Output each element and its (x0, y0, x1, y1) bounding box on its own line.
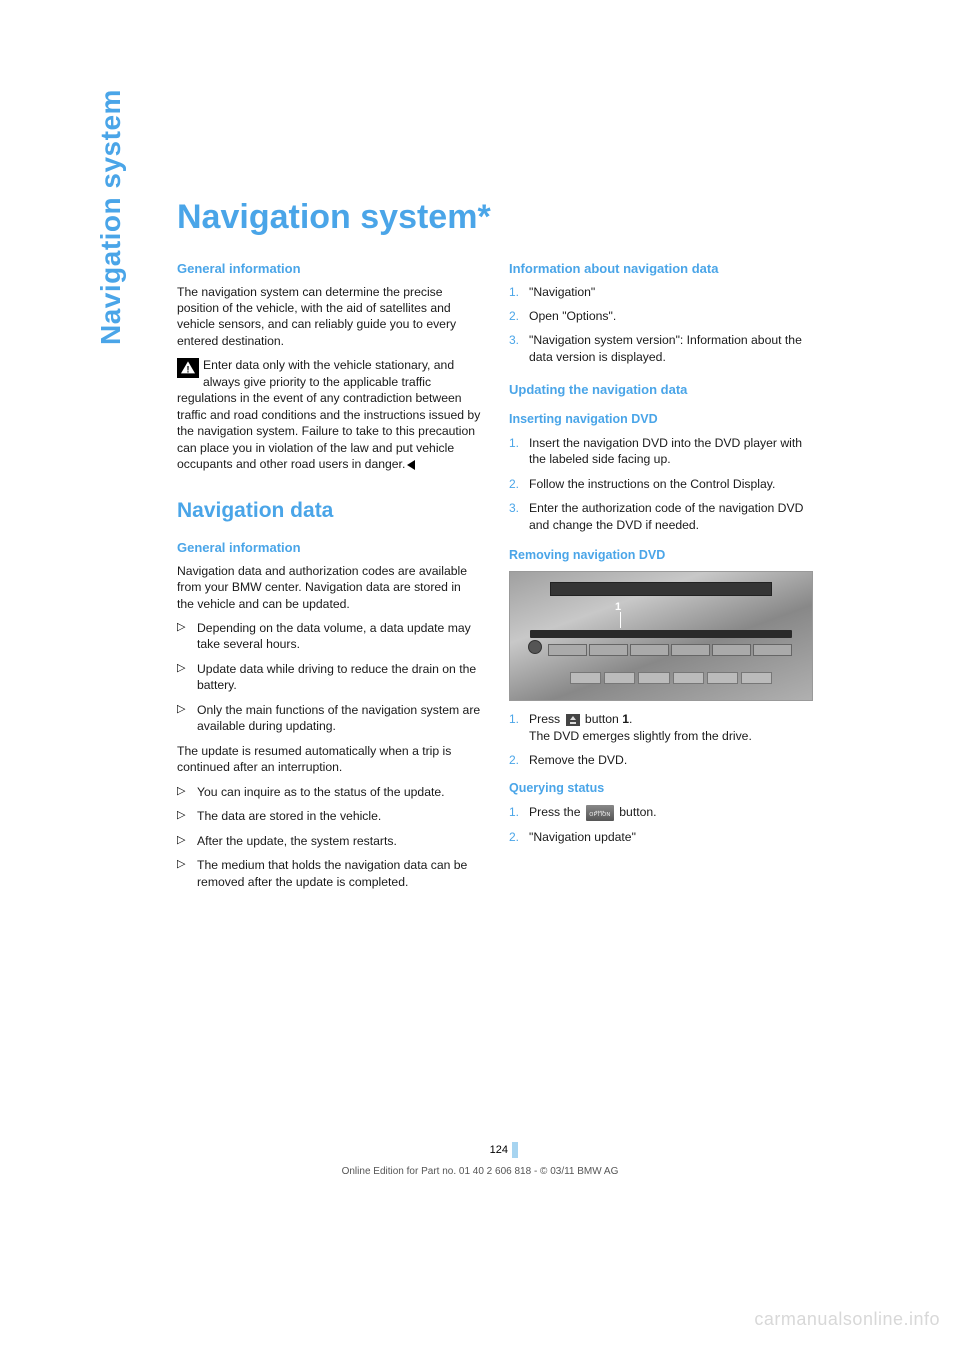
ordered-list-query: 1. Press the OPTION button. 2."Navigatio… (509, 804, 813, 845)
footer-text: Online Edition for Part no. 01 40 2 606 … (0, 1166, 960, 1177)
right-column: Information about navigation data 1."Nav… (509, 260, 813, 898)
list-item: You can inquire as to the status of the … (177, 784, 481, 800)
bullet-list-1: Depending on the data volume, a data upd… (177, 620, 481, 735)
list-item-ref-num: 1 (622, 712, 629, 726)
list-item-text: Remove the DVD. (529, 753, 627, 767)
warning-icon (177, 358, 199, 378)
eject-icon (566, 714, 580, 726)
list-item-text: Press (529, 712, 564, 726)
list-item: 1. Press the OPTION button. (509, 804, 813, 821)
list-item-subtext: The DVD emerges slightly from the drive. (529, 729, 752, 743)
list-item: Only the main functions of the navigatio… (177, 702, 481, 735)
bullet-list-2: You can inquire as to the status of the … (177, 784, 481, 890)
dvd-player-figure: 1 (509, 571, 813, 701)
figure-dvd-slot (530, 630, 792, 638)
paragraph-navdata: Navigation data and authorization codes … (177, 563, 481, 612)
heading-removing-dvd: Removing navigation DVD (509, 547, 813, 564)
list-item: 1."Navigation" (509, 284, 813, 300)
page-title: Navigation system* (177, 198, 491, 237)
page-number-bar (512, 1142, 518, 1158)
figure-display (550, 582, 772, 596)
list-item: 2."Navigation update" (509, 829, 813, 845)
list-item-text: Open "Options". (529, 309, 616, 323)
list-item: Update data while driving to reduce the … (177, 661, 481, 694)
figure-button-row-2 (570, 672, 772, 684)
end-marker-icon (407, 460, 415, 470)
vertical-section-title: Navigation system (95, 89, 127, 345)
list-item-text: Enter the authorization code of the navi… (529, 501, 803, 531)
content-area: General information The navigation syste… (177, 260, 813, 898)
heading-inserting-dvd: Inserting navigation DVD (509, 411, 813, 428)
watermark: carmanualsonline.info (0, 1309, 940, 1330)
list-item: The medium that holds the navigation dat… (177, 857, 481, 890)
warning-block: Enter data only with the vehicle station… (177, 357, 481, 472)
list-item: Depending on the data volume, a data upd… (177, 620, 481, 653)
figure-knob (528, 640, 542, 654)
list-item: 1.Insert the navigation DVD into the DVD… (509, 435, 813, 468)
heading-general-info: General information (177, 260, 481, 278)
list-item: 2.Remove the DVD. (509, 752, 813, 768)
heading-navigation-data: Navigation data (177, 497, 481, 525)
list-item: 3.Enter the authorization code of the na… (509, 500, 813, 533)
paragraph-resume: The update is resumed automatically when… (177, 743, 481, 776)
list-item-text: button. (616, 805, 657, 819)
figure-marker-line (620, 612, 621, 628)
list-item-text: button (582, 712, 623, 726)
list-item-text: "Navigation" (529, 285, 595, 299)
list-item: 2.Open "Options". (509, 308, 813, 324)
list-item-text: Press the (529, 805, 584, 819)
ordered-list-insert: 1.Insert the navigation DVD into the DVD… (509, 435, 813, 533)
list-item-text: "Navigation update" (529, 830, 636, 844)
list-item: 1. Press button 1. The DVD emerges sligh… (509, 711, 813, 744)
list-item: After the update, the system restarts. (177, 833, 481, 849)
heading-info-navdata: Information about navigation data (509, 260, 813, 278)
list-item: The data are stored in the vehicle. (177, 808, 481, 824)
list-item-text: Insert the navigation DVD into the DVD p… (529, 436, 802, 466)
list-item-text: Follow the instructions on the Control D… (529, 477, 775, 491)
list-item-text: . (629, 712, 632, 726)
ordered-list-remove: 1. Press button 1. The DVD emerges sligh… (509, 711, 813, 768)
list-item-text: "Navigation system version": Information… (529, 333, 802, 363)
heading-querying-status: Querying status (509, 780, 813, 797)
list-item: 3."Navigation system version": Informati… (509, 332, 813, 365)
heading-general-info-2: General information (177, 539, 481, 557)
warning-text: Enter data only with the vehicle station… (177, 358, 480, 471)
option-button-icon: OPTION (586, 805, 614, 821)
list-item: 2.Follow the instructions on the Control… (509, 476, 813, 492)
left-column: General information The navigation syste… (177, 260, 481, 898)
heading-updating: Updating the navigation data (509, 381, 813, 399)
figure-button-row-1 (548, 644, 792, 656)
page-number: 124 (468, 1144, 508, 1156)
paragraph-intro: The navigation system can determine the … (177, 284, 481, 350)
ordered-list-info: 1."Navigation" 2.Open "Options". 3."Navi… (509, 284, 813, 366)
